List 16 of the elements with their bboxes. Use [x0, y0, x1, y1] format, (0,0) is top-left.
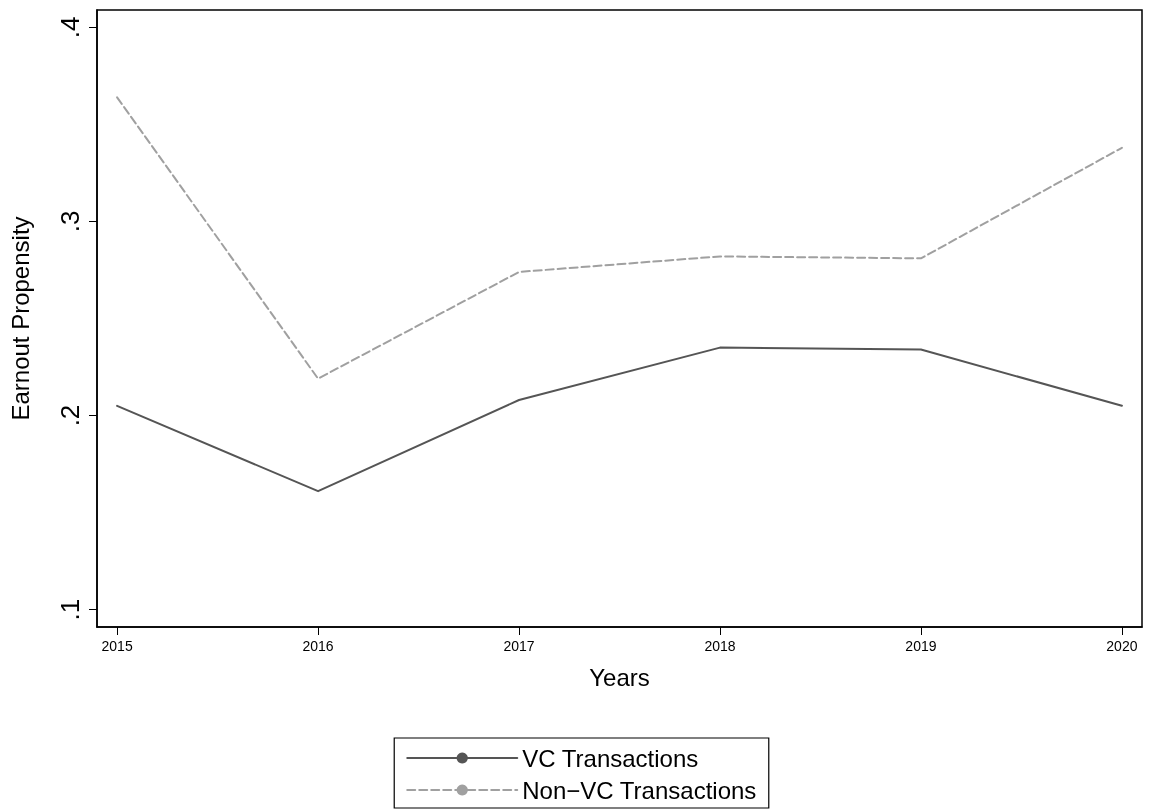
line-series	[116, 96, 1123, 380]
y-axis-title: Earnout Propensity	[6, 216, 34, 421]
x-tick-label: 2018	[704, 638, 736, 654]
x-tick-label: 2020	[1106, 638, 1138, 654]
x-axis-title: Years	[589, 663, 650, 691]
y-tick-label: .3	[55, 210, 85, 233]
x-tick-label: 2017	[503, 638, 535, 654]
y-tick-label: .2	[55, 404, 85, 427]
line-series	[116, 346, 1123, 493]
x-tick-label: 2016	[302, 638, 334, 654]
x-tick-label: 2015	[101, 638, 133, 654]
y-tick-label: .1	[55, 598, 85, 621]
legend-label: VC Transactions	[522, 744, 699, 772]
y-tick-label: .4	[55, 16, 85, 39]
x-tick-label: 2019	[905, 638, 937, 654]
legend-label: Non−VC Transactions	[522, 776, 757, 804]
